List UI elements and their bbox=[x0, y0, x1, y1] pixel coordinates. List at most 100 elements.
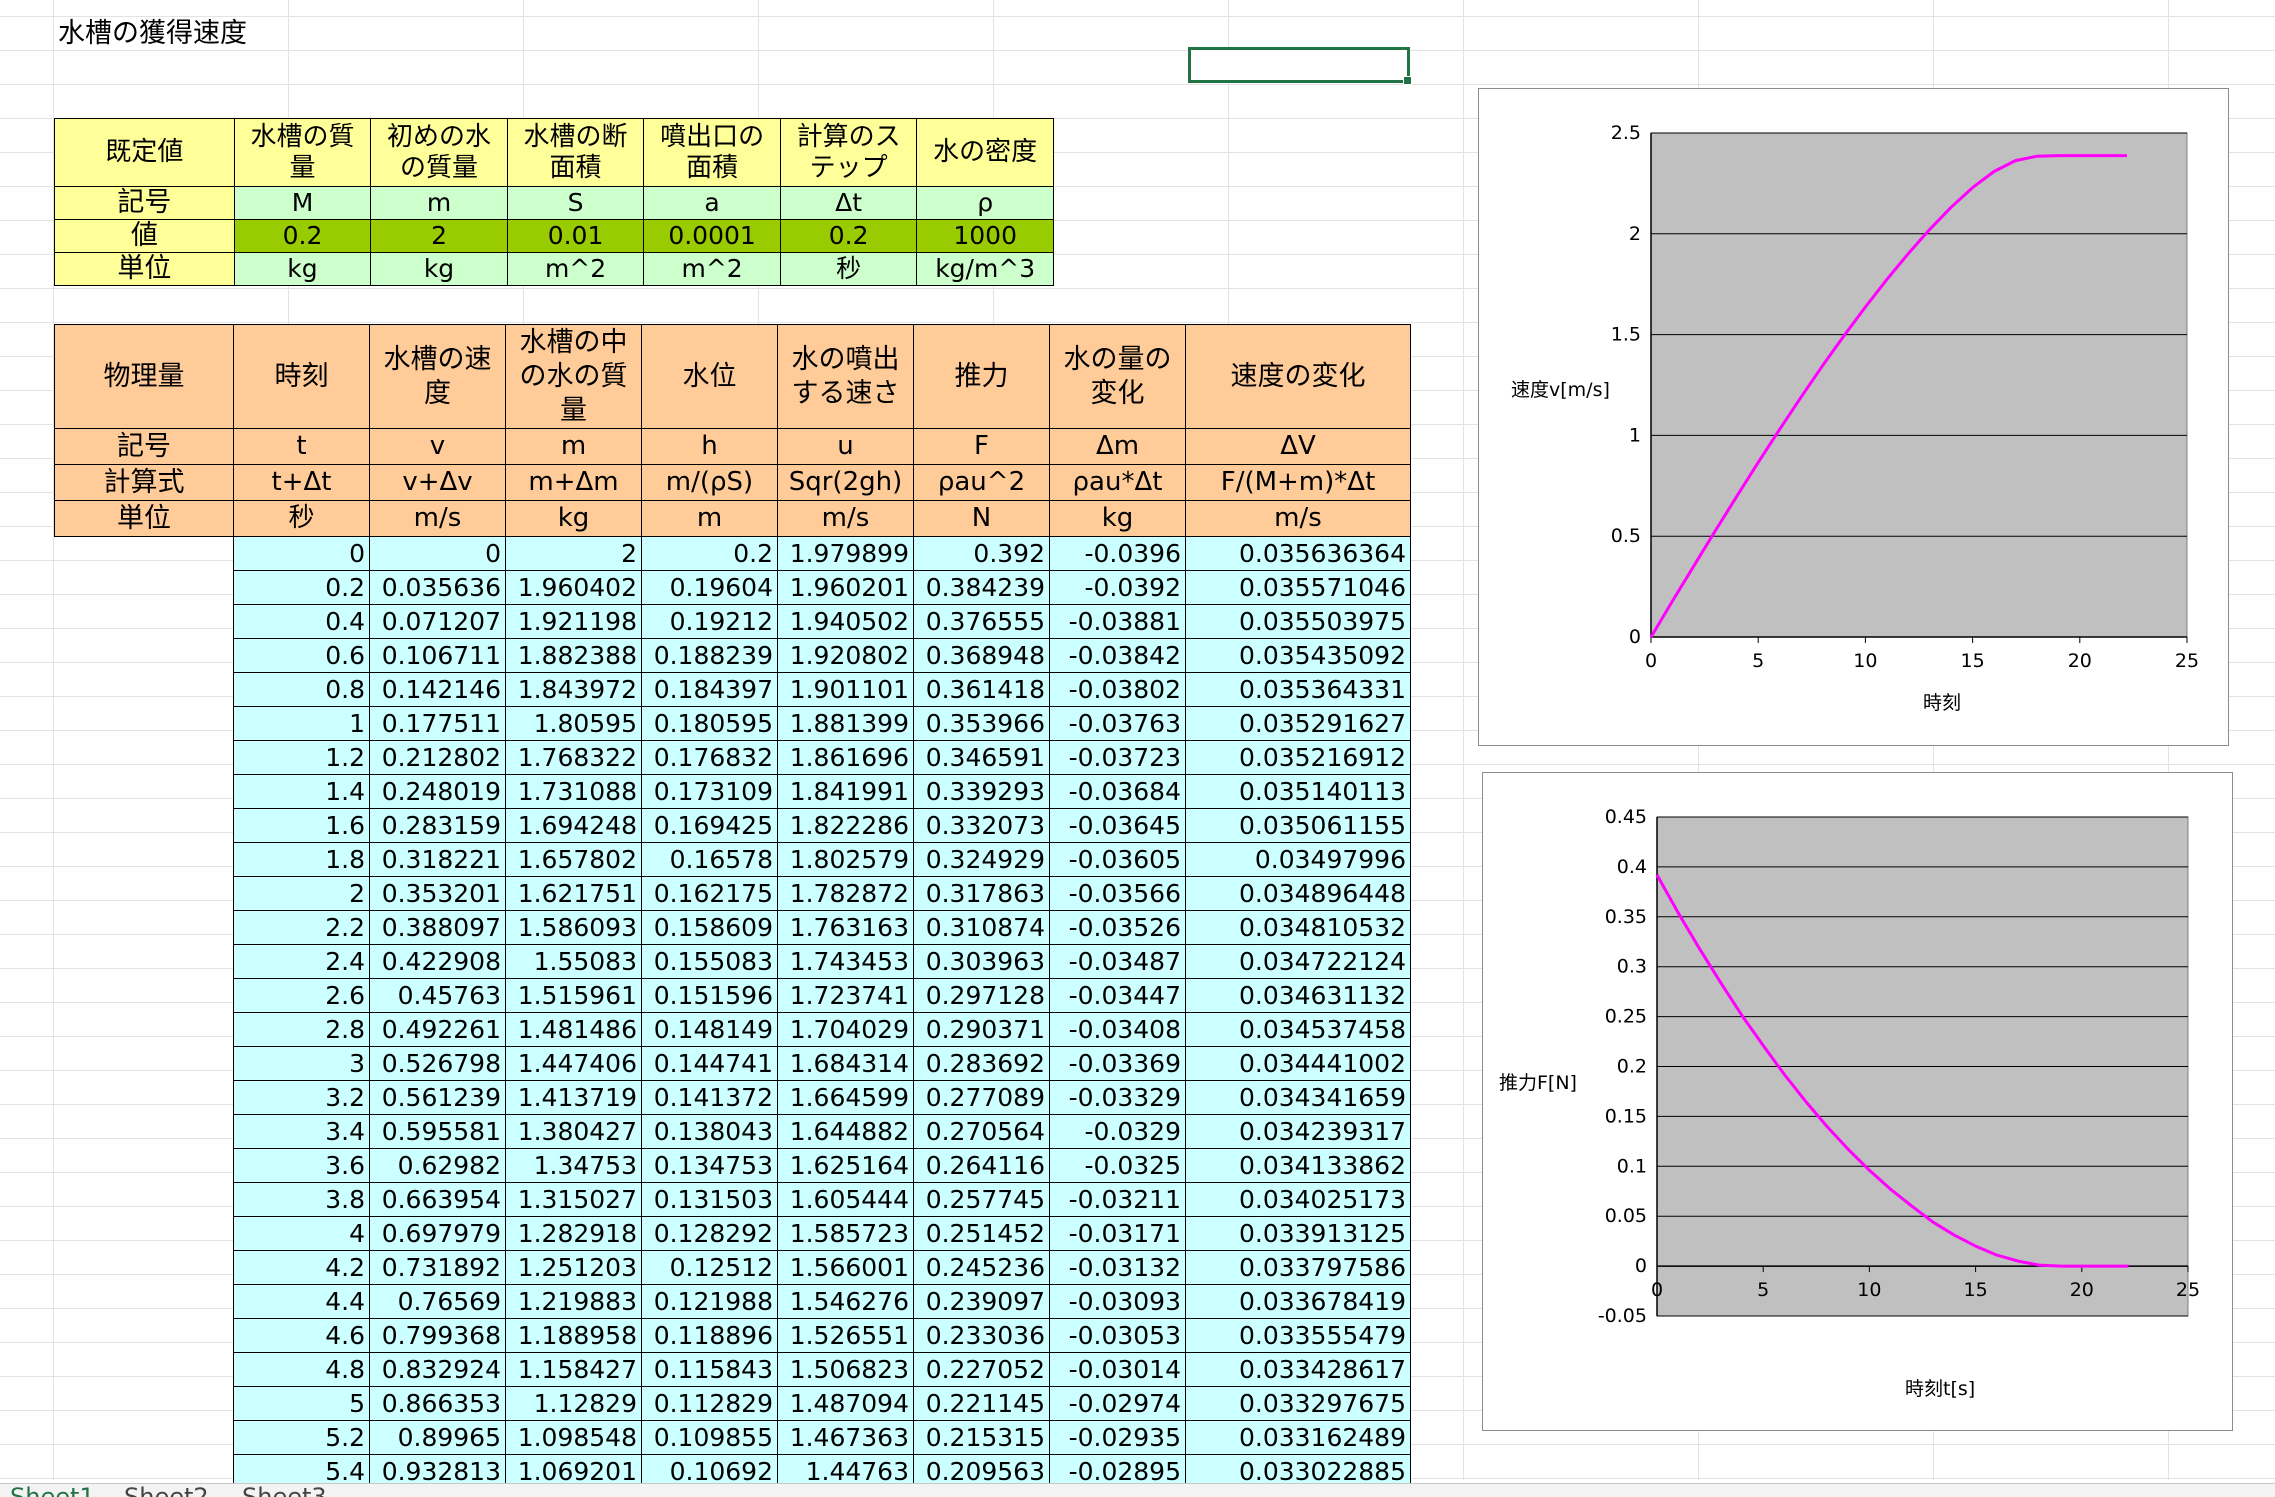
data-cell[interactable]: 4.6 bbox=[233, 1318, 370, 1353]
data-cell[interactable]: 0.19212 bbox=[641, 604, 778, 639]
data-cell[interactable]: -0.03566 bbox=[1049, 876, 1186, 911]
data-cell[interactable]: 1.188958 bbox=[505, 1318, 642, 1353]
data-cell[interactable]: 1.768322 bbox=[505, 740, 642, 775]
data-cell[interactable]: 0.16578 bbox=[641, 842, 778, 877]
calc-row-label[interactable]: 単位 bbox=[54, 500, 234, 537]
data-cell[interactable]: 0.173109 bbox=[641, 774, 778, 809]
data-cell[interactable]: 1.34753 bbox=[505, 1148, 642, 1183]
data-cell[interactable]: 1.657802 bbox=[505, 842, 642, 877]
data-cell[interactable]: 0.141372 bbox=[641, 1080, 778, 1115]
data-cell[interactable]: 4.2 bbox=[233, 1250, 370, 1285]
data-cell[interactable]: 1.920802 bbox=[777, 638, 914, 673]
data-cell[interactable]: 0.353966 bbox=[913, 706, 1050, 741]
params-header-cell[interactable]: 初めの水の質量 bbox=[370, 118, 508, 187]
data-cell[interactable]: -0.0325 bbox=[1049, 1148, 1186, 1183]
params-cell[interactable]: 0.01 bbox=[506, 219, 645, 253]
calc-subheader-cell[interactable]: m/s bbox=[369, 500, 506, 537]
data-cell[interactable]: 0.035571046 bbox=[1185, 570, 1411, 605]
params-cell[interactable]: ρ bbox=[916, 186, 1054, 220]
data-cell[interactable]: 0.109855 bbox=[641, 1420, 778, 1455]
data-cell[interactable]: 0.118896 bbox=[641, 1318, 778, 1353]
data-cell[interactable]: 0.106711 bbox=[369, 638, 506, 673]
data-cell[interactable]: -0.03487 bbox=[1049, 944, 1186, 979]
data-cell[interactable]: 0.033297675 bbox=[1185, 1386, 1411, 1421]
empty-cell[interactable] bbox=[54, 1216, 234, 1251]
data-cell[interactable]: 0.035364331 bbox=[1185, 672, 1411, 707]
data-cell[interactable]: -0.03842 bbox=[1049, 638, 1186, 673]
calc-header-cell[interactable]: 推力 bbox=[913, 324, 1050, 429]
data-cell[interactable]: 3.8 bbox=[233, 1182, 370, 1217]
data-cell[interactable]: 1.802579 bbox=[777, 842, 914, 877]
data-cell[interactable]: 1.219883 bbox=[505, 1284, 642, 1319]
data-cell[interactable]: 0.388097 bbox=[369, 910, 506, 945]
data-cell[interactable]: 0.221145 bbox=[913, 1386, 1050, 1421]
data-cell[interactable]: 0.034896448 bbox=[1185, 876, 1411, 911]
calc-subheader-cell[interactable]: u bbox=[777, 428, 914, 465]
data-cell[interactable]: 0.318221 bbox=[369, 842, 506, 877]
params-cell[interactable]: kg bbox=[233, 252, 372, 286]
data-cell[interactable]: -0.03723 bbox=[1049, 740, 1186, 775]
data-cell[interactable]: 0.324929 bbox=[913, 842, 1050, 877]
data-cell[interactable]: -0.0392 bbox=[1049, 570, 1186, 605]
data-cell[interactable]: 1.901101 bbox=[777, 672, 914, 707]
params-row-label[interactable]: 記号 bbox=[54, 186, 235, 220]
sheet-tab[interactable]: Sheet1 bbox=[10, 1483, 95, 1497]
calc-header-cell[interactable]: 水槽の速度 bbox=[369, 324, 506, 429]
empty-cell[interactable] bbox=[54, 1046, 234, 1081]
data-cell[interactable]: 0.526798 bbox=[369, 1046, 506, 1081]
data-cell[interactable]: 0.035061155 bbox=[1185, 808, 1411, 843]
data-cell[interactable]: 1.380427 bbox=[505, 1114, 642, 1149]
data-cell[interactable]: 1.282918 bbox=[505, 1216, 642, 1251]
data-cell[interactable]: -0.03132 bbox=[1049, 1250, 1186, 1285]
empty-cell[interactable] bbox=[54, 876, 234, 911]
data-cell[interactable]: 2 bbox=[233, 876, 370, 911]
data-cell[interactable]: 0.033678419 bbox=[1185, 1284, 1411, 1319]
data-cell[interactable]: 0.131503 bbox=[641, 1182, 778, 1217]
data-cell[interactable]: 1.621751 bbox=[505, 876, 642, 911]
data-cell[interactable]: 1.882388 bbox=[505, 638, 642, 673]
data-cell[interactable]: 1.546276 bbox=[777, 1284, 914, 1319]
data-cell[interactable]: 1.315027 bbox=[505, 1182, 642, 1217]
data-cell[interactable]: 0.283159 bbox=[369, 808, 506, 843]
data-cell[interactable]: 0.290371 bbox=[913, 1012, 1050, 1047]
data-cell[interactable]: 1.585723 bbox=[777, 1216, 914, 1251]
data-cell[interactable]: -0.03093 bbox=[1049, 1284, 1186, 1319]
params-cell[interactable]: kg/m^3 bbox=[916, 252, 1054, 286]
data-cell[interactable]: 0.158609 bbox=[641, 910, 778, 945]
calc-subheader-cell[interactable]: kg bbox=[505, 500, 642, 537]
data-cell[interactable]: 0.180595 bbox=[641, 706, 778, 741]
params-cell[interactable]: m^2 bbox=[643, 252, 781, 286]
data-cell[interactable]: 1.644882 bbox=[777, 1114, 914, 1149]
calc-subheader-cell[interactable]: v bbox=[369, 428, 506, 465]
data-cell[interactable]: -0.02974 bbox=[1049, 1386, 1186, 1421]
data-cell[interactable]: 3.2 bbox=[233, 1080, 370, 1115]
empty-cell[interactable] bbox=[54, 740, 234, 775]
data-cell[interactable]: 0.121988 bbox=[641, 1284, 778, 1319]
data-cell[interactable]: -0.02935 bbox=[1049, 1420, 1186, 1455]
empty-cell[interactable] bbox=[54, 1420, 234, 1455]
data-cell[interactable]: 0.148149 bbox=[641, 1012, 778, 1047]
calc-row-label[interactable]: 記号 bbox=[54, 428, 234, 465]
data-cell[interactable]: 1.487094 bbox=[777, 1386, 914, 1421]
params-header-cell[interactable]: 噴出口の面積 bbox=[643, 118, 781, 187]
calc-subheader-cell[interactable]: m bbox=[505, 428, 642, 465]
empty-cell[interactable] bbox=[54, 1284, 234, 1319]
data-cell[interactable]: 1.940502 bbox=[777, 604, 914, 639]
calc-subheader-cell[interactable]: N bbox=[913, 500, 1050, 537]
data-cell[interactable]: 0.035216912 bbox=[1185, 740, 1411, 775]
data-cell[interactable]: 4.4 bbox=[233, 1284, 370, 1319]
data-cell[interactable]: 0.071207 bbox=[369, 604, 506, 639]
data-cell[interactable]: 0.283692 bbox=[913, 1046, 1050, 1081]
empty-cell[interactable] bbox=[54, 808, 234, 843]
data-cell[interactable]: 0.162175 bbox=[641, 876, 778, 911]
data-cell[interactable]: 0.422908 bbox=[369, 944, 506, 979]
velocity-chart[interactable]: 0 0.5 1 1.5 2 2.5 0 5 10 15 20 25 速度v[m/s] 時刻 bbox=[1478, 88, 2229, 746]
data-cell[interactable]: 1.861696 bbox=[777, 740, 914, 775]
data-cell[interactable]: 0.595581 bbox=[369, 1114, 506, 1149]
data-cell[interactable]: 0.035636 bbox=[369, 570, 506, 605]
data-cell[interactable]: 0.034025173 bbox=[1185, 1182, 1411, 1217]
data-cell[interactable]: 2.6 bbox=[233, 978, 370, 1013]
data-cell[interactable]: 0.561239 bbox=[369, 1080, 506, 1115]
calc-subheader-cell[interactable]: v+Δv bbox=[369, 464, 506, 501]
data-cell[interactable]: 1.684314 bbox=[777, 1046, 914, 1081]
